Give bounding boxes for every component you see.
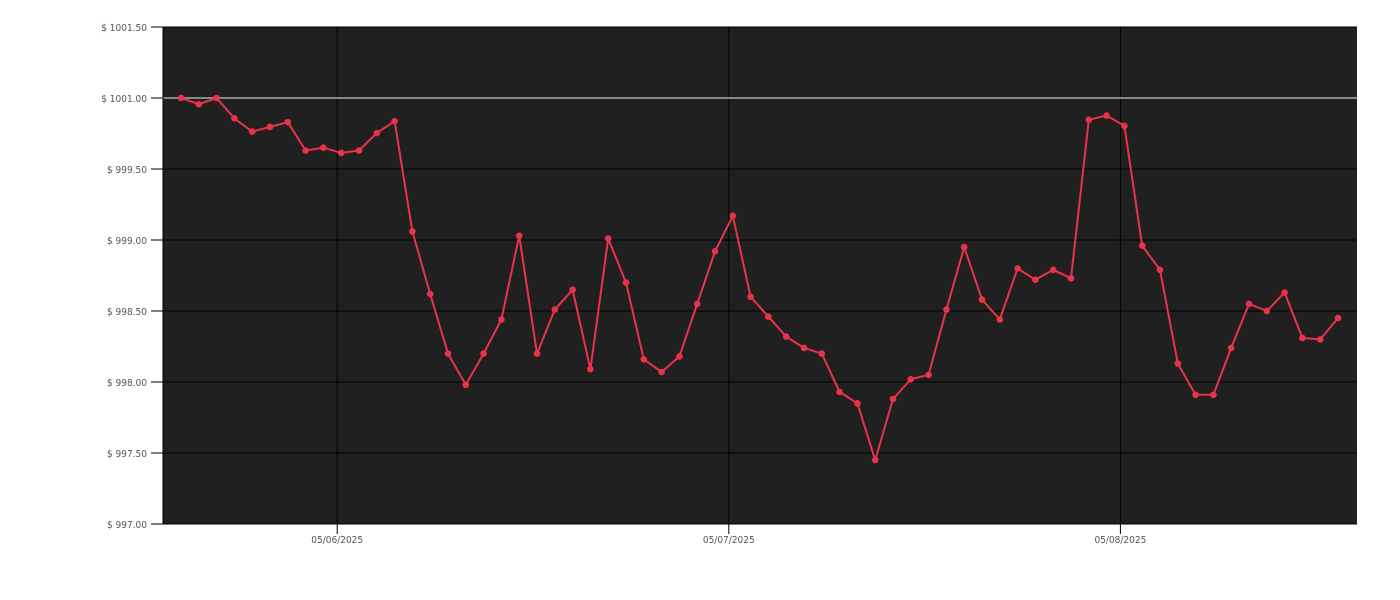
data-point	[889, 395, 897, 403]
data-point	[1210, 391, 1217, 399]
data-point	[1156, 266, 1164, 274]
data-point	[800, 344, 808, 352]
data-point	[284, 118, 292, 126]
data-point	[498, 316, 505, 323]
data-point	[1085, 116, 1093, 124]
data-point	[195, 100, 203, 108]
data-point	[1138, 242, 1146, 249]
data-point	[302, 147, 309, 154]
data-point	[1121, 122, 1128, 130]
data-point	[676, 353, 683, 360]
data-point	[907, 375, 915, 383]
data-point	[782, 333, 790, 340]
data-point	[480, 350, 487, 357]
y-axis-tick-labels: $ 1001.50 $ 1001.00 $ 999.50 $ 999.00 $ 998.…	[101, 23, 147, 531]
data-point	[355, 147, 363, 154]
data-point	[818, 350, 826, 357]
data-point	[533, 350, 541, 357]
data-point	[765, 313, 772, 320]
y-tick-label: $ 999.50	[107, 165, 147, 176]
data-point	[587, 365, 594, 373]
data-point	[515, 232, 523, 240]
data-point	[1263, 307, 1271, 315]
data-point	[320, 144, 327, 151]
x-axis-tick-labels: 05/06/2025 05/07/2025 05/08/2025	[311, 535, 1146, 546]
data-point	[622, 279, 630, 286]
data-point	[1299, 334, 1306, 342]
x-tick-label: 05/08/2025	[1094, 535, 1146, 546]
plot-background	[163, 27, 1357, 524]
data-point	[391, 117, 398, 125]
data-point	[1192, 391, 1199, 399]
y-tick-label: $ 998.00	[107, 378, 147, 389]
data-point	[1245, 300, 1253, 308]
data-point	[836, 388, 843, 396]
data-point	[551, 306, 559, 313]
data-point	[960, 243, 968, 251]
data-point	[729, 212, 737, 220]
data-point	[1227, 344, 1235, 352]
data-point	[1103, 112, 1110, 119]
data-point	[711, 248, 719, 255]
y-tick-label: $ 999.00	[107, 236, 147, 247]
data-point	[854, 400, 861, 407]
data-point	[462, 381, 470, 389]
data-point	[409, 228, 416, 235]
x-tick-label: 05/06/2025	[311, 535, 363, 546]
y-tick-label: $ 998.50	[107, 307, 147, 318]
data-point	[658, 368, 665, 376]
data-point	[248, 128, 256, 135]
data-point	[747, 293, 754, 301]
y-tick-label: $ 997.00	[107, 520, 147, 531]
data-point	[426, 290, 434, 298]
vertical-gridlines	[336, 27, 1121, 534]
data-point	[569, 286, 576, 294]
data-point	[266, 123, 274, 131]
series-points	[177, 94, 1342, 464]
data-point	[640, 355, 648, 363]
data-point	[925, 371, 932, 379]
data-point	[1032, 276, 1039, 284]
series-line	[180, 97, 1339, 462]
data-point	[978, 296, 986, 303]
data-point	[1174, 360, 1182, 367]
data-point	[1014, 265, 1021, 272]
data-point	[943, 306, 950, 313]
x-tick-label: 05/07/2025	[703, 535, 755, 546]
data-point	[213, 94, 220, 102]
data-point	[871, 456, 879, 464]
y-tick-label: $ 997.50	[107, 449, 147, 460]
y-tick-label: $ 1001.50	[101, 23, 147, 34]
y-tick-label: $ 1001.00	[101, 94, 147, 105]
data-point	[373, 129, 381, 137]
data-point	[231, 115, 238, 122]
data-point	[693, 300, 701, 308]
data-point	[1067, 275, 1075, 282]
data-point	[604, 235, 612, 242]
data-point	[1334, 314, 1342, 322]
data-point	[996, 316, 1004, 323]
data-point	[1049, 266, 1057, 274]
data-point	[337, 149, 345, 157]
data-point	[444, 350, 452, 357]
data-point	[1281, 289, 1288, 296]
data-point	[1316, 336, 1324, 343]
data-point	[177, 94, 185, 102]
